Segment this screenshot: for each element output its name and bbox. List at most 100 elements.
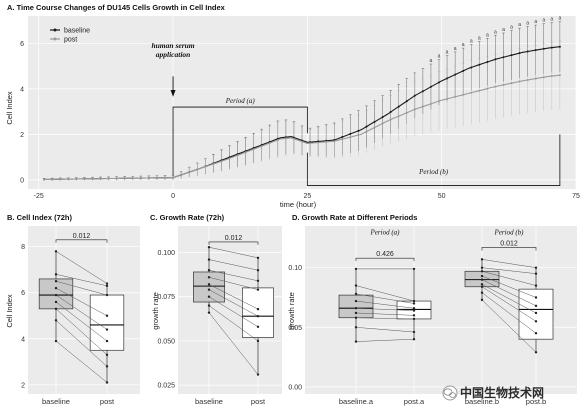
paired-point <box>534 304 538 308</box>
post-point <box>542 76 545 79</box>
paired-line <box>355 317 415 320</box>
post-point <box>558 74 561 77</box>
paired-line <box>481 275 537 298</box>
significance-marker: a <box>438 54 441 60</box>
baseline-point <box>341 135 344 138</box>
baseline-point <box>470 66 473 69</box>
significance-marker: a <box>558 16 561 22</box>
paired-line <box>355 285 415 302</box>
panel-c-ylabel: growth rate <box>151 292 160 330</box>
post-point <box>421 105 424 108</box>
panel-d-title: D. Growth Rate at Different Periods <box>292 213 417 222</box>
paired-line <box>481 271 537 286</box>
paired-point <box>480 283 484 286</box>
box-baseline.a <box>338 294 374 319</box>
paired-point <box>256 256 260 260</box>
paired-point <box>54 300 58 304</box>
post-point <box>260 145 263 148</box>
paired-line <box>208 269 259 282</box>
paired-point <box>207 288 211 291</box>
paired-line <box>481 267 537 274</box>
panel-c-plot: 0.025 0.050 0.075 0.100 baseline post 0.012 <box>157 226 282 406</box>
y-tick-label: 0.05 <box>288 325 302 332</box>
paired-point <box>412 307 416 310</box>
paired-line <box>355 307 415 311</box>
post-point <box>123 177 126 180</box>
paired-line <box>55 308 108 356</box>
paired-point <box>256 307 260 311</box>
paired-point <box>534 284 538 287</box>
paired-point <box>534 266 538 269</box>
baseline-point <box>534 49 537 52</box>
paired-line <box>55 294 108 330</box>
paired-point <box>480 291 484 294</box>
significance-marker: a <box>462 42 465 48</box>
y-tick-label: 0.050 <box>157 338 175 345</box>
paired-point <box>256 339 260 343</box>
x-tick-label: 50 <box>438 193 446 200</box>
significance-marker: a <box>486 32 489 38</box>
post-point <box>438 100 440 103</box>
post-point <box>188 171 191 174</box>
baseline-point <box>413 94 416 97</box>
post-point <box>91 177 94 180</box>
pvalue-label: 0.012 <box>73 233 91 240</box>
significance-marker: a <box>526 20 529 26</box>
paired-point <box>207 246 211 249</box>
post-point <box>131 177 134 180</box>
paired-line <box>355 312 415 316</box>
significance-marker: a <box>454 46 457 52</box>
y-tick-label: 6 <box>20 41 24 48</box>
baseline-point <box>502 56 505 59</box>
paired-point <box>480 274 484 278</box>
paired-point <box>207 269 211 272</box>
paired-point <box>105 339 109 343</box>
post-point <box>309 142 312 145</box>
baseline-legend-label: baseline <box>64 28 90 35</box>
pvalue-bracket <box>355 257 415 262</box>
post-legend-marker <box>53 37 57 41</box>
panel-c-title: C. Growth Rate (72h) <box>150 213 225 222</box>
paired-line <box>355 293 415 304</box>
significance-marker: a <box>478 35 481 41</box>
paired-point <box>534 296 538 299</box>
paired-point <box>207 295 211 298</box>
baseline-legend-marker <box>53 28 57 32</box>
baseline-point <box>454 73 457 76</box>
paired-point <box>207 276 211 279</box>
paired-point <box>412 267 416 271</box>
post-point <box>139 177 142 180</box>
post-point <box>220 160 223 163</box>
paired-point <box>105 365 109 368</box>
post-point <box>180 173 183 176</box>
post-point <box>333 140 336 143</box>
y-tick-label: 2 <box>20 132 24 139</box>
paired-point <box>54 280 58 283</box>
baseline-point <box>558 45 561 48</box>
y-tick-label: 4 <box>20 86 24 93</box>
post-point <box>172 176 175 179</box>
post-point <box>470 91 473 94</box>
paired-line <box>481 284 537 314</box>
paired-point <box>354 311 358 315</box>
y-tick-label: 2 <box>21 382 25 389</box>
paired-line <box>208 259 259 271</box>
paired-point <box>105 284 109 288</box>
baseline-point <box>365 125 368 128</box>
panel-a-title: A. Time Course Changes of DU145 Cells Gr… <box>7 3 226 12</box>
significance-marker: a <box>430 58 433 64</box>
paired-point <box>256 288 260 291</box>
pvalue-bracket <box>481 247 537 251</box>
paired-point <box>354 326 358 329</box>
paired-line <box>55 274 108 287</box>
post-point <box>244 151 247 154</box>
legend: baseline post <box>50 28 90 44</box>
panel-a-xlabel: time (hour) <box>280 200 317 209</box>
paired-line <box>55 320 108 367</box>
post-point <box>67 178 70 181</box>
paired-point <box>412 330 416 334</box>
paired-point <box>256 314 260 318</box>
paired-point <box>207 311 211 314</box>
paired-point <box>105 381 109 384</box>
